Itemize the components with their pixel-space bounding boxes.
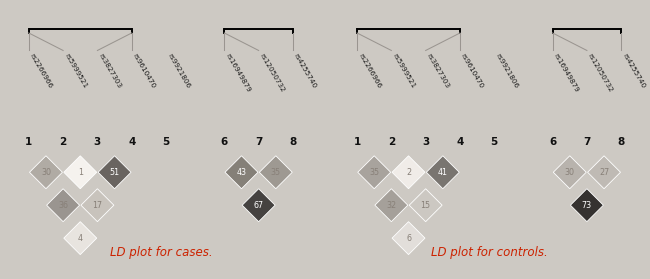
Text: rs5999521: rs5999521 bbox=[391, 53, 416, 90]
Polygon shape bbox=[392, 222, 425, 255]
Text: 5: 5 bbox=[491, 137, 498, 147]
Text: 32: 32 bbox=[386, 201, 396, 210]
Text: rs4255740: rs4255740 bbox=[621, 53, 646, 90]
Text: rs16949879: rs16949879 bbox=[224, 53, 252, 94]
Polygon shape bbox=[29, 156, 62, 189]
Polygon shape bbox=[392, 156, 425, 189]
Polygon shape bbox=[98, 156, 131, 189]
Text: 43: 43 bbox=[237, 168, 246, 177]
Text: 17: 17 bbox=[92, 201, 103, 210]
Text: 6: 6 bbox=[549, 137, 556, 147]
Text: 1: 1 bbox=[25, 137, 32, 147]
Text: 41: 41 bbox=[438, 168, 448, 177]
Text: rs9921806: rs9921806 bbox=[166, 53, 191, 90]
Text: 7: 7 bbox=[255, 137, 263, 147]
Text: 4: 4 bbox=[128, 137, 135, 147]
Polygon shape bbox=[571, 189, 603, 222]
Polygon shape bbox=[375, 189, 408, 222]
Text: rs9610470: rs9610470 bbox=[460, 53, 485, 90]
Text: 1: 1 bbox=[78, 168, 83, 177]
Text: 35: 35 bbox=[271, 168, 281, 177]
Polygon shape bbox=[358, 156, 391, 189]
Text: 1: 1 bbox=[354, 137, 361, 147]
Text: rs5999521: rs5999521 bbox=[63, 53, 88, 90]
Polygon shape bbox=[410, 189, 442, 222]
Polygon shape bbox=[553, 156, 586, 189]
Text: 8: 8 bbox=[618, 137, 625, 147]
Polygon shape bbox=[242, 189, 275, 222]
Text: rs12050732: rs12050732 bbox=[587, 53, 614, 94]
Text: 6: 6 bbox=[406, 234, 411, 243]
Text: rs4255740: rs4255740 bbox=[293, 53, 318, 90]
Polygon shape bbox=[225, 156, 258, 189]
Text: 67: 67 bbox=[254, 201, 264, 210]
Text: 8: 8 bbox=[289, 137, 296, 147]
Text: rs16949879: rs16949879 bbox=[552, 53, 580, 94]
Text: 4: 4 bbox=[78, 234, 83, 243]
Text: 35: 35 bbox=[369, 168, 379, 177]
Text: 30: 30 bbox=[41, 168, 51, 177]
Text: rs3827303: rs3827303 bbox=[98, 53, 122, 90]
Text: LD plot for cases.: LD plot for cases. bbox=[110, 246, 212, 259]
Polygon shape bbox=[81, 189, 114, 222]
Polygon shape bbox=[426, 156, 460, 189]
Text: 73: 73 bbox=[582, 201, 592, 210]
Text: rs2266966: rs2266966 bbox=[357, 53, 382, 90]
Text: 36: 36 bbox=[58, 201, 68, 210]
Polygon shape bbox=[47, 189, 79, 222]
Text: rs9921806: rs9921806 bbox=[494, 53, 519, 90]
Text: 27: 27 bbox=[599, 168, 609, 177]
Text: 30: 30 bbox=[565, 168, 575, 177]
Text: LD plot for controls.: LD plot for controls. bbox=[431, 246, 547, 259]
Text: rs9610470: rs9610470 bbox=[132, 53, 157, 90]
Polygon shape bbox=[64, 222, 97, 255]
Text: rs3827303: rs3827303 bbox=[426, 53, 450, 90]
Polygon shape bbox=[64, 156, 97, 189]
Polygon shape bbox=[588, 156, 621, 189]
Text: 3: 3 bbox=[422, 137, 429, 147]
Text: 2: 2 bbox=[406, 168, 411, 177]
Text: rs2266966: rs2266966 bbox=[29, 53, 53, 90]
Text: 3: 3 bbox=[94, 137, 101, 147]
Text: 2: 2 bbox=[60, 137, 67, 147]
Text: 7: 7 bbox=[583, 137, 591, 147]
Text: 5: 5 bbox=[162, 137, 170, 147]
Text: 4: 4 bbox=[456, 137, 463, 147]
Text: 51: 51 bbox=[109, 168, 120, 177]
Polygon shape bbox=[259, 156, 292, 189]
Text: 2: 2 bbox=[388, 137, 395, 147]
Text: 6: 6 bbox=[221, 137, 228, 147]
Text: 15: 15 bbox=[421, 201, 431, 210]
Text: rs12050732: rs12050732 bbox=[259, 53, 286, 94]
